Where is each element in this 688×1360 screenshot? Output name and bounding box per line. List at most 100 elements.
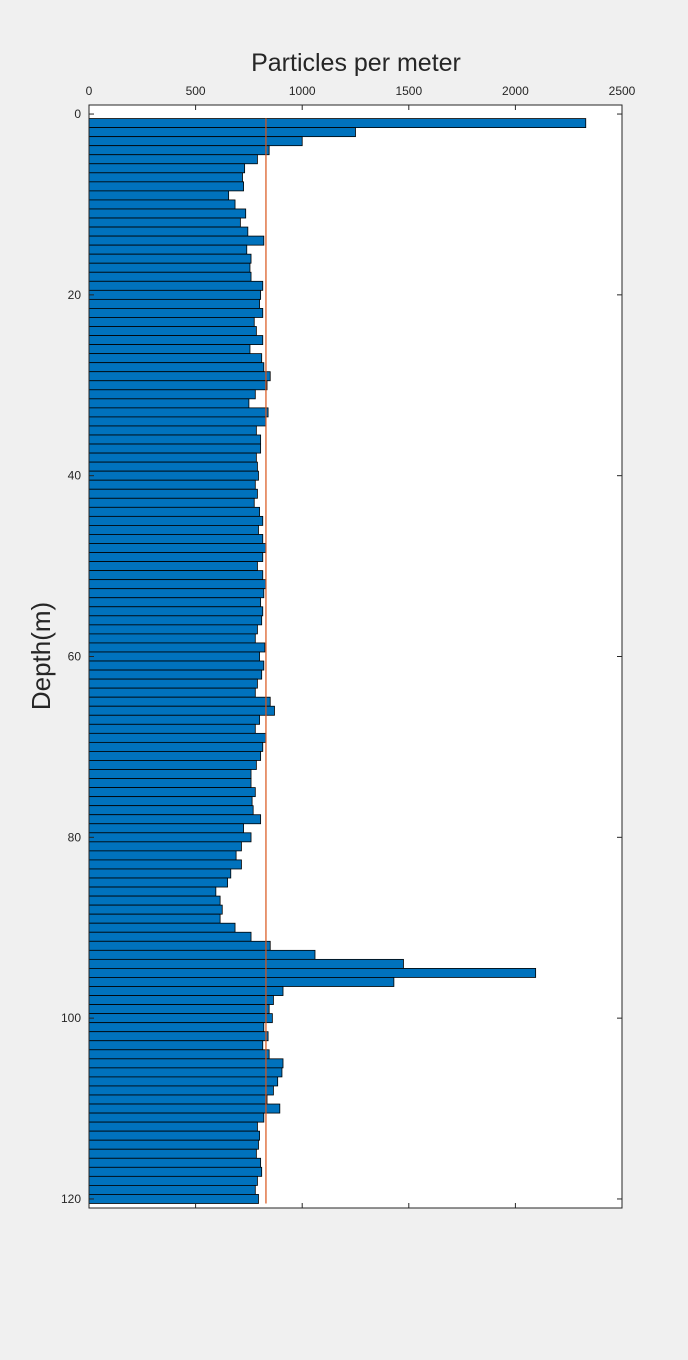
bar [88,163,246,174]
bar [88,796,253,807]
bar [88,326,257,336]
bar [88,118,587,129]
bar [88,398,250,409]
bar [88,895,221,906]
tick-group: 0 500 1000 1500 2000 2500 0 20 40 60 80 100 120 [61,84,636,1208]
x-tick-label: 2000 [502,84,529,98]
bar [88,624,258,635]
bar [88,497,255,508]
bar [88,1194,259,1204]
bar [88,1139,259,1150]
bar [88,868,232,879]
bar [88,913,221,924]
bar [88,506,260,517]
bar [88,1184,256,1195]
bar [88,606,264,617]
bar [88,651,260,662]
bar [88,1121,258,1132]
bar [88,1085,274,1096]
bar [88,289,262,300]
bar [88,552,264,562]
bar [88,190,230,201]
bar [88,154,258,165]
bar [88,470,259,481]
bar [88,741,264,752]
bar [88,732,267,743]
y-tick-label: 20 [68,288,82,302]
bar [88,389,256,400]
bar [88,416,267,427]
bar [88,280,264,291]
bar [88,805,254,816]
bar [88,145,270,156]
bar [88,922,236,933]
bar [88,262,251,273]
bar [88,940,271,951]
bar [88,1040,264,1051]
bar [88,452,257,463]
bar [88,371,271,382]
bar [88,308,264,318]
bar [88,949,316,960]
bar [88,760,257,770]
bar [88,217,241,228]
bar [88,335,264,345]
x-tick-label: 0 [86,84,93,98]
bar [88,1103,281,1114]
bar [88,479,256,490]
bar [88,244,248,255]
bar [88,977,395,987]
bar [88,271,252,282]
bar [88,714,260,725]
bar [88,443,262,454]
bar [88,425,257,436]
y-tick-label: 80 [68,830,82,844]
bar [88,958,404,969]
bar [88,1031,269,1042]
bar [88,832,252,843]
chart-title: Particles per meter [251,49,461,77]
bar [88,669,263,680]
bar [88,841,242,852]
x-tick-label: 2500 [609,84,636,98]
bar [88,615,263,626]
bar [88,1166,263,1177]
bar [88,570,264,581]
bar [88,226,249,237]
bar [88,181,244,192]
bar [88,877,228,888]
bar [88,850,237,861]
bar [88,642,266,653]
bar [88,904,223,915]
bar [88,525,259,535]
bar [88,407,269,418]
bar [88,136,303,147]
bar [88,1076,279,1087]
bar [88,723,256,734]
bar [88,696,271,707]
y-tick-label: 60 [68,650,82,664]
bar [88,1130,260,1141]
bar [88,678,258,689]
bar [88,461,258,472]
bar [88,298,260,309]
bar [88,1049,270,1060]
bar [88,1175,258,1186]
bar [88,859,242,870]
bar [88,1004,270,1015]
x-tick-label: 500 [186,84,206,98]
bar [88,814,262,825]
x-tick-label: 1500 [395,84,422,98]
bar [88,886,217,897]
bar [88,823,244,834]
bar [88,353,263,364]
bar [88,778,252,788]
bar [88,317,255,327]
bar [88,1148,257,1159]
bar [88,986,284,996]
bar [88,1058,284,1069]
bar [88,1112,265,1123]
bar [88,534,264,544]
bar [88,488,258,499]
